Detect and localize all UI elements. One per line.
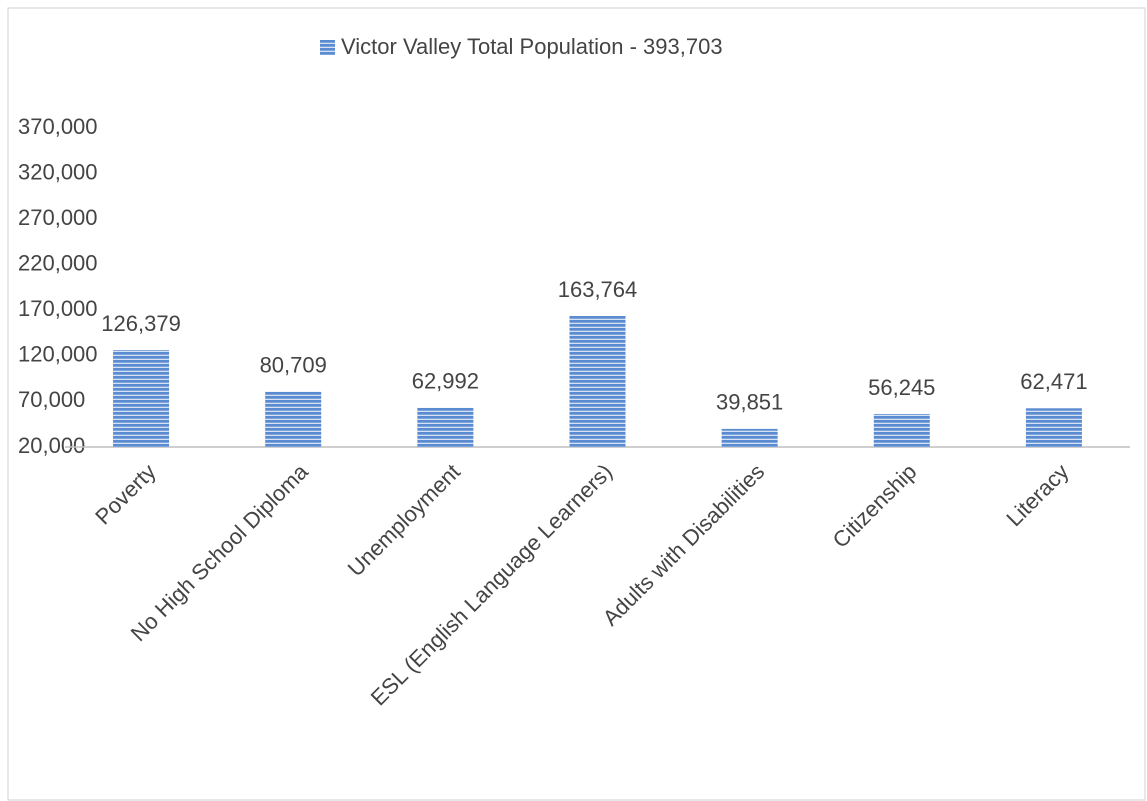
y-tick-label: 70,000 xyxy=(18,387,85,412)
data-label: 56,245 xyxy=(868,375,935,400)
data-label: 62,471 xyxy=(1020,369,1087,394)
y-tick-label: 370,000 xyxy=(18,114,98,139)
legend-swatch xyxy=(320,40,335,55)
y-tick-label: 270,000 xyxy=(18,205,98,230)
bar xyxy=(721,428,778,447)
data-label: 80,709 xyxy=(260,352,327,377)
bar xyxy=(873,413,930,447)
y-tick-label: 20,000 xyxy=(18,433,85,458)
bar xyxy=(1025,408,1082,447)
data-label: 126,379 xyxy=(101,311,181,336)
y-tick-label: 120,000 xyxy=(18,342,98,367)
y-tick-label: 170,000 xyxy=(18,296,98,321)
data-label: 163,764 xyxy=(558,277,638,302)
y-tick-label: 320,000 xyxy=(18,159,98,184)
bar xyxy=(265,391,322,447)
data-label: 39,851 xyxy=(716,390,783,415)
data-label: 62,992 xyxy=(412,369,479,394)
bar xyxy=(113,350,170,447)
y-tick-label: 220,000 xyxy=(18,251,98,276)
legend-label: Victor Valley Total Population - 393,703 xyxy=(341,34,723,59)
bar xyxy=(417,407,474,447)
bar xyxy=(569,315,626,447)
